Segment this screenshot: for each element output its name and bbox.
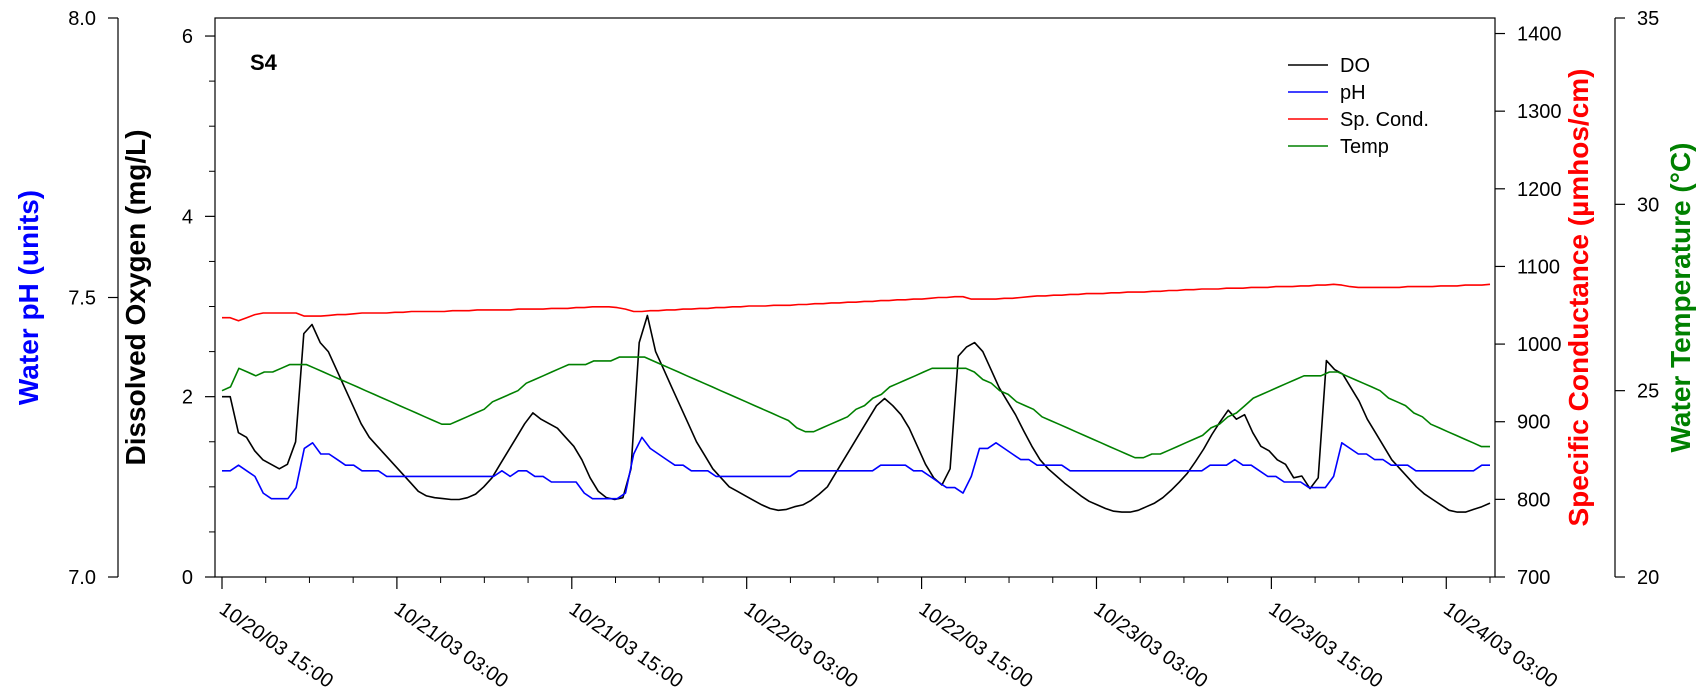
- temp-tick-label: 35: [1637, 8, 1659, 30]
- ph-axis-title: Water pH (units): [13, 190, 44, 405]
- temp-tick-label: 30: [1637, 194, 1659, 216]
- series-line-ph: [222, 436, 1490, 500]
- ph-tick-label: 7.0: [68, 567, 96, 589]
- series-line-temp: [221, 356, 1490, 459]
- do-tick-label: 4: [182, 206, 193, 228]
- series-layer: [221, 283, 1491, 513]
- x-tick-label: 10/24/03 03:00: [1439, 598, 1561, 687]
- cond-tick-label: 800: [1517, 489, 1550, 511]
- temp-tick-label: 20: [1637, 567, 1659, 589]
- cond-tick-label: 1400: [1517, 24, 1562, 46]
- temp-tick-label: 25: [1637, 381, 1659, 403]
- series-line-do: [222, 314, 1491, 513]
- do-tick-label: 0: [182, 567, 193, 589]
- temp-axis-title: Water Temperature (°C): [1665, 143, 1696, 453]
- legend-label: DO: [1340, 55, 1370, 77]
- x-tick-label: 10/21/03 15:00: [565, 598, 687, 687]
- x-tick-label: 10/23/03 03:00: [1090, 598, 1212, 687]
- legend: DO pH Sp. Cond. Temp: [1288, 55, 1429, 158]
- cond-tick-label: 1200: [1517, 179, 1562, 201]
- x-tick-label: 10/22/03 15:00: [915, 598, 1037, 687]
- axes-layer: 0 2 4 6 Dissolved Oxygen (mg/L) 7.0 7.5 8.0 Wate…: [13, 8, 1696, 687]
- legend-label: Temp: [1340, 136, 1389, 158]
- x-tick-label: 10/23/03 15:00: [1265, 598, 1387, 687]
- legend-label: Sp. Cond.: [1340, 109, 1429, 131]
- x-tick-label: 10/20/03 15:00: [215, 598, 337, 687]
- ph-tick-label: 7.5: [68, 288, 96, 310]
- cond-tick-label: 900: [1517, 412, 1550, 434]
- cond-tick-label: 1000: [1517, 334, 1562, 356]
- do-tick-label: 2: [182, 387, 193, 409]
- cond-tick-label: 1100: [1517, 256, 1560, 278]
- legend-label: pH: [1340, 82, 1366, 104]
- cond-axis-title: Specific Conductance (µmhos/cm): [1563, 69, 1594, 527]
- cond-tick-label: 1300: [1517, 101, 1562, 123]
- plot-frame: [214, 17, 1496, 578]
- x-tick-label: 10/21/03 03:00: [390, 598, 512, 687]
- ph-tick-label: 8.0: [68, 8, 96, 30]
- series-line-sp-cond: [222, 283, 1491, 322]
- panel-label: S4: [250, 50, 278, 75]
- do-axis-title: Dissolved Oxygen (mg/L): [120, 129, 151, 465]
- cond-tick-label: 700: [1517, 567, 1550, 589]
- x-tick-label: 10/22/03 03:00: [740, 598, 862, 687]
- do-tick-label: 6: [182, 26, 193, 48]
